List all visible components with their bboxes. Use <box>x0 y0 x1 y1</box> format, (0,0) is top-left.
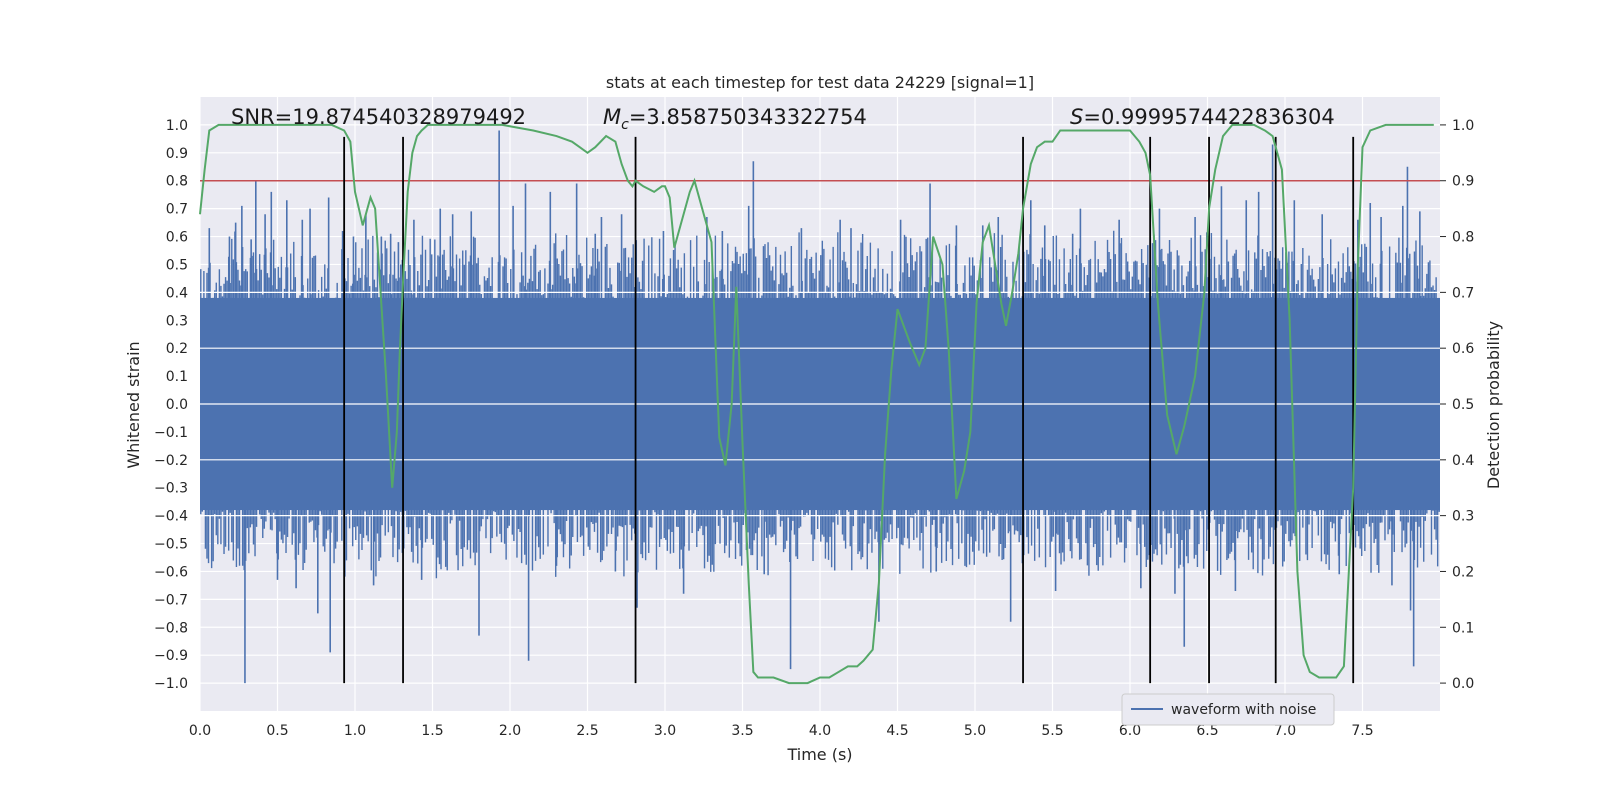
y2-tick-label: 0.4 <box>1452 453 1474 469</box>
x-tick-label: 4.5 <box>886 723 908 739</box>
y-axis-label: Whitened strain <box>124 341 143 468</box>
x-tick-label: 1.5 <box>421 723 443 739</box>
y2-axis-label: Detection probability <box>1484 321 1503 489</box>
y2-tick-label: 0.7 <box>1452 285 1474 301</box>
y2-tick-label: 0.1 <box>1452 620 1474 636</box>
legend-box <box>1121 693 1335 726</box>
x-tick-label: 5.0 <box>964 723 986 739</box>
y-tick-label: 0.7 <box>166 202 188 218</box>
x-axis-label: Time (s) <box>786 745 852 764</box>
y2-tick-label: 0.6 <box>1452 341 1474 357</box>
y2-tick-label: 0.3 <box>1452 509 1474 525</box>
y-tick-label: −0.9 <box>154 648 188 664</box>
x-tick-label: 7.0 <box>1274 723 1296 739</box>
y-tick-label: 0.1 <box>166 369 188 385</box>
y2-tick-label: 0.9 <box>1452 174 1474 190</box>
y2-tick-label: 0.8 <box>1452 230 1474 246</box>
s-annotation-value: =0.9999574422836304 <box>1083 105 1334 129</box>
y-tick-label: −0.6 <box>154 564 188 580</box>
y-tick-label: 0.3 <box>166 313 188 329</box>
y-tick-label: 0.8 <box>166 174 188 190</box>
legend: waveform with noise <box>1121 693 1335 726</box>
mc-annotation: Mc=3.858750343322754 <box>603 105 867 133</box>
y-tick-label: −1.0 <box>154 676 188 692</box>
x-tick-label: 3.5 <box>731 723 753 739</box>
y-tick-label: −0.3 <box>154 481 188 497</box>
x-tick-label: 6.5 <box>1196 723 1218 739</box>
x-tick-label: 0.0 <box>189 723 211 739</box>
y-tick-label: −0.4 <box>154 509 188 525</box>
y-tick-label: −0.5 <box>154 537 188 553</box>
y-tick-label: −0.2 <box>154 453 188 469</box>
y2-tick-label: 1.0 <box>1452 118 1474 134</box>
y2-tick-label: 0.0 <box>1452 676 1474 692</box>
legend-label: waveform with noise <box>1171 702 1316 718</box>
x-tick-label: 6.0 <box>1119 723 1141 739</box>
y2-tick-label: 0.5 <box>1452 397 1474 413</box>
y-tick-label: −0.7 <box>154 592 188 608</box>
y-tick-label: 1.0 <box>166 118 188 134</box>
x-tick-label: 1.0 <box>344 723 366 739</box>
y-tick-label: 0.6 <box>166 230 188 246</box>
x-tick-label: 4.0 <box>809 723 831 739</box>
snr-annotation: SNR=19.874540328979492 <box>231 105 526 129</box>
y-tick-label: 0.2 <box>166 341 188 357</box>
x-tick-label: 2.5 <box>576 723 598 739</box>
x-tick-label: 0.5 <box>266 723 288 739</box>
x-tick-label: 2.0 <box>499 723 521 739</box>
x-tick-label: 5.5 <box>1041 723 1063 739</box>
x-tick-label: 3.0 <box>654 723 676 739</box>
y2-tick-label: 0.2 <box>1452 564 1474 580</box>
waveform-series <box>200 130 1440 684</box>
axes: 0.0 0.5 1.0 1.5 2.0 2.5 3.0 3.5 4.0 4.5 5.0 5.5 6.0 6… <box>154 118 1474 739</box>
x-tick-label: 7.5 <box>1351 723 1373 739</box>
mc-annotation-value: =3.858750343322754 <box>629 105 867 129</box>
y-tick-label: 0.5 <box>166 257 188 273</box>
probability-line <box>199 123 1434 685</box>
chart-title: stats at each timestep for test data 242… <box>606 73 1034 92</box>
y-tick-label: −0.8 <box>154 620 188 636</box>
y-tick-label: 0.4 <box>166 285 188 301</box>
overlay-lines <box>199 123 1440 685</box>
y-tick-label: 0.0 <box>166 397 188 413</box>
s-annotation: S=0.9999574422836304 <box>1070 105 1335 129</box>
y-tick-label: −0.1 <box>154 425 188 441</box>
y-tick-label: 0.9 <box>166 146 188 162</box>
